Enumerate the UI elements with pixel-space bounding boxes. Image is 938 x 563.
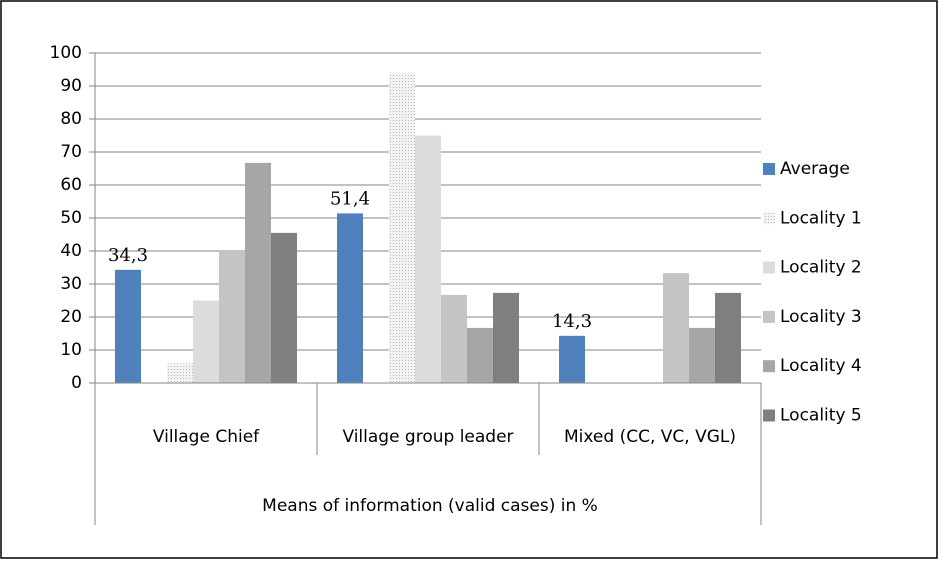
legend-label: Locality 3 <box>780 307 862 327</box>
y-tick-label: 80 <box>60 109 82 129</box>
legend-swatch <box>763 163 775 175</box>
data-label: 51,4 <box>330 188 370 209</box>
bar <box>663 273 689 383</box>
legend-label: Locality 2 <box>780 258 862 278</box>
bar <box>115 269 141 383</box>
bar <box>271 232 297 383</box>
bar <box>415 135 441 383</box>
bar <box>441 294 467 383</box>
bar <box>337 213 363 383</box>
legend-label: Locality 5 <box>780 406 862 426</box>
y-tick-label: 100 <box>50 43 82 63</box>
y-tick-label: 40 <box>60 241 82 261</box>
x-tick-label: Village group leader <box>342 427 513 447</box>
y-tick-label: 20 <box>60 307 82 327</box>
bar <box>245 162 271 383</box>
x-tick-label: Mixed (CC, VC, VGL) <box>564 427 736 447</box>
bar <box>559 335 585 383</box>
x-tick-label: Village Chief <box>153 427 260 447</box>
legend-swatch <box>763 409 775 422</box>
data-label: 14,3 <box>552 311 592 332</box>
bar <box>389 72 415 384</box>
bar <box>193 300 219 383</box>
y-tick-label: 90 <box>60 76 82 96</box>
bar <box>467 327 493 383</box>
data-label: 34,3 <box>108 245 148 266</box>
y-tick-label: 60 <box>60 175 82 195</box>
y-tick-label: 0 <box>71 373 82 393</box>
bar <box>715 292 741 383</box>
y-tick-label: 50 <box>60 208 82 228</box>
bar <box>219 251 245 383</box>
x-axis-label: Means of information (valid cases) in % <box>262 496 598 516</box>
legend-swatch <box>763 310 775 323</box>
legend-label: Average <box>780 159 850 179</box>
bar <box>689 327 715 383</box>
legend-swatch <box>763 261 775 274</box>
y-tick-label: 70 <box>60 142 82 162</box>
legend-label: Locality 1 <box>780 208 862 228</box>
legend-swatch <box>763 360 775 373</box>
y-tick-label: 30 <box>60 274 82 294</box>
legend-label: Locality 4 <box>780 356 862 376</box>
bar <box>493 292 519 383</box>
bar <box>167 363 193 383</box>
legend-swatch <box>763 212 775 225</box>
y-tick-label: 10 <box>60 340 82 360</box>
